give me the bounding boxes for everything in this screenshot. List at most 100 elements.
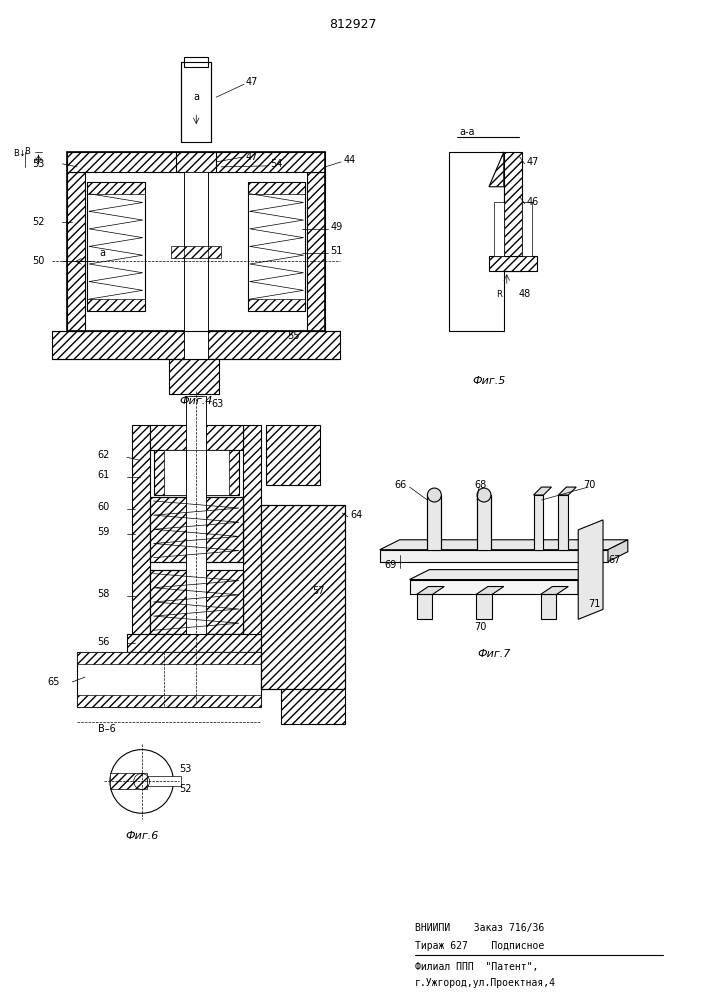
Bar: [187, 450, 206, 634]
Text: 61: 61: [97, 470, 110, 480]
Bar: [380, 550, 608, 562]
Text: 50: 50: [33, 256, 45, 266]
Bar: [150, 570, 243, 634]
Text: 63: 63: [211, 399, 223, 409]
Bar: [150, 497, 243, 562]
Bar: [146, 776, 182, 786]
Text: 47: 47: [527, 157, 539, 167]
Text: 57: 57: [312, 586, 325, 596]
Text: а: а: [99, 248, 105, 258]
Text: 55: 55: [288, 331, 300, 341]
Text: 53: 53: [33, 159, 45, 169]
Bar: [150, 570, 243, 634]
Text: 69: 69: [385, 560, 397, 570]
Text: 52: 52: [180, 784, 192, 794]
Text: 47: 47: [246, 77, 258, 87]
Bar: [185, 172, 208, 359]
Text: 62: 62: [97, 450, 110, 460]
Bar: [522, 202, 532, 256]
Polygon shape: [409, 570, 598, 580]
Text: 70: 70: [583, 480, 595, 490]
Text: Фиг.4: Фиг.4: [180, 396, 213, 406]
Bar: [87, 182, 145, 194]
Text: 49: 49: [330, 222, 342, 232]
Text: 70: 70: [474, 622, 486, 632]
Bar: [449, 152, 504, 331]
Text: 67: 67: [608, 555, 620, 565]
Bar: [489, 256, 537, 271]
Text: В–6: В–6: [98, 724, 116, 734]
Bar: [67, 172, 85, 331]
Bar: [477, 495, 491, 550]
Bar: [281, 689, 345, 724]
Text: 46: 46: [527, 197, 539, 207]
Bar: [163, 450, 229, 495]
Text: ВНИИПИ    Заказ 716/36: ВНИИПИ Заказ 716/36: [414, 923, 544, 933]
Polygon shape: [578, 570, 598, 594]
Bar: [110, 773, 146, 789]
Text: Фиг.5: Фиг.5: [472, 376, 506, 386]
Text: 51: 51: [330, 246, 343, 256]
Text: Филиал ППП  "Патент",: Филиал ППП "Патент",: [414, 962, 538, 972]
Bar: [189, 396, 203, 425]
Bar: [428, 495, 441, 550]
Text: 64: 64: [350, 510, 362, 520]
Text: Фиг.7: Фиг.7: [477, 649, 510, 659]
Bar: [308, 172, 325, 331]
Circle shape: [428, 488, 441, 502]
Text: 59: 59: [97, 527, 110, 537]
Bar: [409, 580, 578, 594]
Bar: [243, 425, 261, 674]
Bar: [504, 152, 522, 271]
Bar: [77, 695, 261, 707]
Text: B: B: [25, 147, 30, 156]
Polygon shape: [541, 587, 568, 594]
Bar: [127, 634, 266, 652]
Text: г.Ужгород,ул.Проектная,4: г.Ужгород,ул.Проектная,4: [414, 978, 556, 988]
Bar: [261, 505, 345, 689]
Text: 44: 44: [343, 155, 356, 165]
Bar: [177, 152, 216, 172]
Bar: [171, 246, 221, 258]
Text: Тираж 627    Подписное: Тираж 627 Подписное: [414, 941, 544, 951]
Bar: [150, 425, 243, 450]
Bar: [67, 152, 325, 331]
Polygon shape: [608, 540, 628, 562]
Polygon shape: [559, 487, 576, 495]
Polygon shape: [416, 587, 444, 594]
Text: 68: 68: [474, 480, 486, 490]
Text: 66: 66: [395, 480, 407, 490]
Text: а-а: а-а: [459, 127, 474, 137]
Polygon shape: [476, 587, 504, 594]
Bar: [248, 182, 305, 311]
Text: а: а: [193, 92, 199, 102]
Bar: [416, 594, 433, 619]
Bar: [132, 425, 150, 674]
Circle shape: [477, 488, 491, 502]
Text: 58: 58: [97, 589, 110, 599]
Bar: [187, 396, 206, 480]
Polygon shape: [578, 520, 603, 619]
Text: 56: 56: [97, 637, 110, 647]
Text: 52: 52: [33, 217, 45, 227]
Bar: [182, 62, 211, 142]
Bar: [87, 299, 145, 311]
Bar: [541, 594, 556, 619]
Text: 60: 60: [97, 502, 110, 512]
Bar: [153, 450, 239, 495]
Polygon shape: [489, 152, 504, 187]
Text: R: R: [496, 290, 502, 299]
Bar: [52, 331, 340, 359]
Bar: [248, 299, 305, 311]
Text: 48: 48: [519, 289, 531, 299]
Polygon shape: [380, 540, 628, 550]
Text: 54: 54: [271, 159, 283, 169]
Bar: [534, 495, 544, 550]
Polygon shape: [534, 487, 551, 495]
Text: Фиг.6: Фиг.6: [125, 831, 158, 841]
Bar: [261, 505, 345, 689]
Bar: [266, 425, 320, 485]
Bar: [494, 202, 504, 256]
Bar: [476, 594, 492, 619]
Bar: [67, 152, 325, 172]
